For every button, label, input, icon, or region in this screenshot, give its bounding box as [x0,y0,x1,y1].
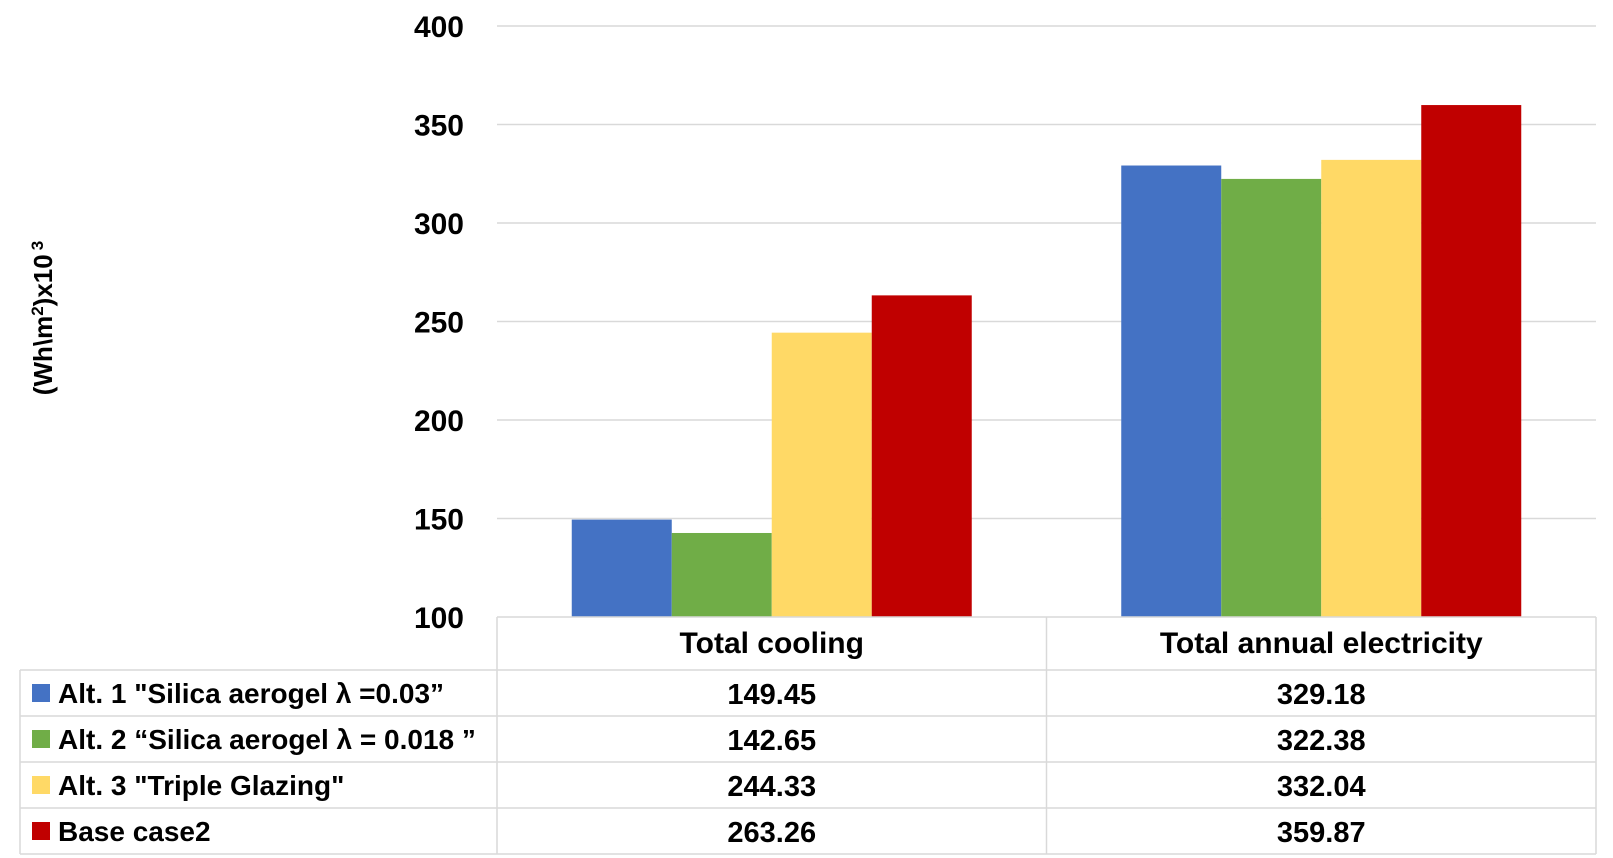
legend-swatch-4 [32,822,50,840]
y-tick-label-350: 350 [414,110,464,143]
legend-swatch-2 [32,730,50,748]
data-label-4-1: 263.26 [727,817,816,849]
legend-label-4: Base case2 [58,816,211,847]
y-axis-label-main: (Wh\m [28,316,58,395]
y-tick-label-300: 300 [414,208,464,241]
y-axis-label-mid: )x10 [28,254,58,306]
y-axis-ticks: 100 150 200 250 300 350 400 [414,11,464,635]
y-axis-label-sup2: 3 [28,241,47,250]
legend-label-1: Alt. 1 "Silica aerogel λ =0.03” [58,678,444,709]
y-tick-label-150: 150 [414,504,464,537]
bar-3-1 [771,332,872,617]
y-tick-label-250: 250 [414,307,464,340]
bar-2-2 [1221,178,1322,617]
y-tick-label-200: 200 [414,405,464,438]
y-axis-label: (Wh\m2)x10 3 [28,241,59,395]
data-label-3-1: 244.33 [727,771,816,803]
legend-label-2: Alt. 2 “Silica aerogel λ = 0.018 ” [58,724,476,755]
bar-3-2 [1321,159,1422,617]
data-label-1-2: 329.18 [1277,679,1366,711]
bar-2-1 [671,532,772,617]
bars [571,105,1522,618]
y-axis-label-sup1: 2 [28,306,47,315]
bar-1-1 [571,519,672,617]
data-label-4-2: 359.87 [1277,817,1366,849]
legend-swatch-3 [32,776,50,794]
y-tick-label-400: 400 [414,11,464,44]
data-table: Total cooling Total annual electricity Alt… [19,616,1597,855]
data-label-3-2: 332.04 [1277,771,1366,803]
bar-4-1 [871,295,972,617]
legend-swatch-1 [32,684,50,702]
data-label-2-1: 142.65 [727,725,816,757]
y-tick-label-100: 100 [414,602,464,635]
data-label-2-2: 322.38 [1277,725,1366,757]
data-label-1-1: 149.45 [727,679,816,711]
legend-label-3: Alt. 3 "Triple Glazing" [58,770,344,801]
category-label-1: Total cooling [680,627,864,660]
bar-4-2 [1421,105,1522,618]
category-label-2: Total annual electricity [1160,627,1483,660]
bar-1-2 [1121,165,1222,618]
